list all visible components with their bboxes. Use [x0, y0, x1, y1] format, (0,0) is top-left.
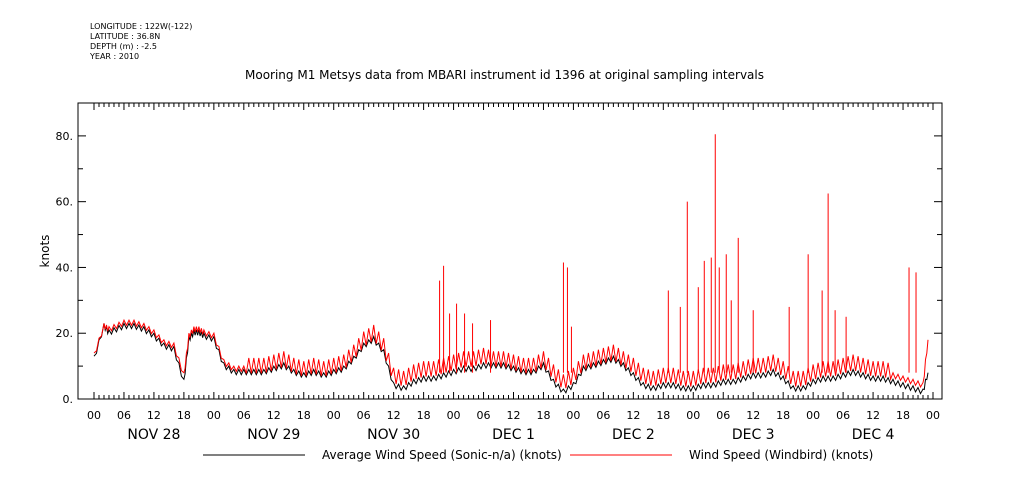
day-label: DEC 4: [852, 427, 895, 443]
x-tick-label: 00: [686, 409, 700, 422]
x-tick-label: 12: [147, 409, 161, 422]
x-tick-label: 18: [417, 409, 431, 422]
y-tick-label: 20.: [56, 327, 74, 340]
x-tick-label: 18: [297, 409, 311, 422]
x-tick-label: 00: [566, 409, 580, 422]
year-label: YEAR : 2010: [90, 52, 140, 61]
y-tick-label: 40.: [56, 261, 74, 274]
x-tick-label: 12: [387, 409, 401, 422]
station-metadata: LONGITUDE : 122W(-122) LATITUDE : 36.8N …: [90, 22, 192, 62]
day-label: NOV 28: [127, 427, 180, 443]
legend-label-windbird: Wind Speed (Windbird) (knots): [689, 448, 873, 462]
x-tick-label: 00: [806, 409, 820, 422]
x-tick-label: 00: [447, 409, 461, 422]
x-tick-label: 18: [656, 409, 670, 422]
day-label: DEC 2: [612, 427, 655, 443]
day-label: DEC 3: [732, 427, 775, 443]
day-label: NOV 30: [367, 427, 420, 443]
x-tick-label: 12: [866, 409, 880, 422]
chart-title: Mooring M1 Metsys data from MBARI instru…: [245, 68, 764, 82]
x-tick-label: 12: [507, 409, 521, 422]
depth-label: DEPTH (m) : -2.5: [90, 42, 157, 51]
series-line-windbird-wind-speed: [93, 318, 929, 389]
x-tick-label: 00: [926, 409, 940, 422]
x-tick-label: 06: [477, 409, 491, 422]
latitude-label: LATITUDE : 36.8N: [90, 32, 161, 41]
longitude-label: LONGITUDE : 122W(-122): [90, 22, 193, 31]
x-tick-label: 12: [267, 409, 281, 422]
legend-label-average: Average Wind Speed (Sonic-n/a) (knots): [322, 448, 562, 462]
x-tick-label: 06: [357, 409, 371, 422]
x-tick-label: 00: [207, 409, 221, 422]
x-tick-label: 00: [327, 409, 341, 422]
x-tick-label: 18: [177, 409, 191, 422]
day-label: NOV 29: [247, 427, 300, 443]
day-label: DEC 1: [492, 427, 535, 443]
y-tick-label: 60.: [56, 196, 74, 209]
x-tick-label: 06: [596, 409, 610, 422]
x-tick-label: 06: [237, 409, 251, 422]
x-tick-label: 12: [626, 409, 640, 422]
x-tick-label: 00: [87, 409, 101, 422]
x-tick-label: 18: [536, 409, 550, 422]
y-tick-label: 80.: [56, 130, 74, 143]
y-tick-label: 0.: [63, 393, 74, 406]
x-tick-label: 12: [746, 409, 760, 422]
x-tick-label: 06: [117, 409, 131, 422]
x-tick-label: 18: [776, 409, 790, 422]
x-tick-label: 18: [896, 409, 910, 422]
x-tick-label: 06: [836, 409, 850, 422]
series-line-average-wind-speed: [93, 322, 929, 395]
plot-frame: [77, 102, 943, 400]
y-axis-label: knots: [38, 235, 52, 268]
x-tick-label: 06: [716, 409, 730, 422]
